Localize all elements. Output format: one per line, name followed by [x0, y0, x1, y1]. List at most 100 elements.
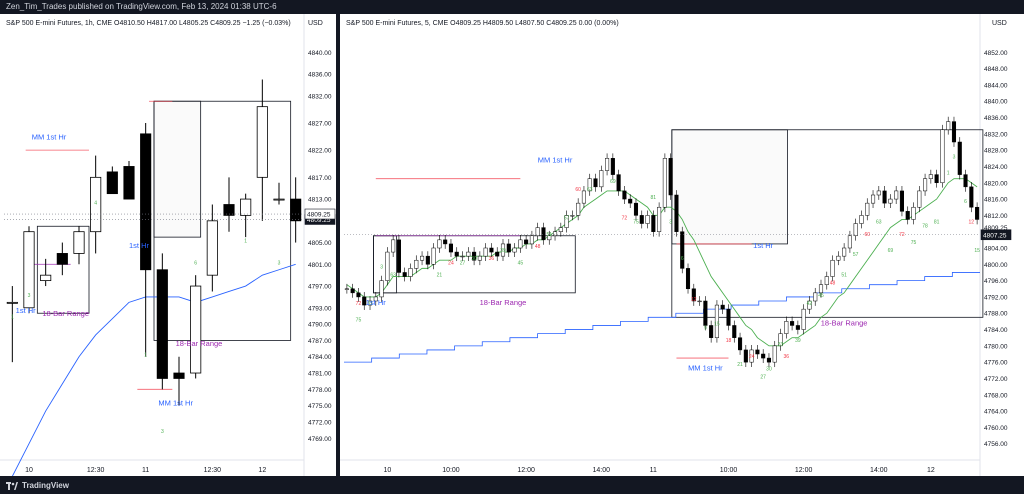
chart-5m-bar-count: 3: [669, 220, 672, 226]
chart-5m-candle-body: [882, 190, 887, 204]
chart-5m-candle-body: [732, 325, 737, 338]
chart-5m-candle-body: [356, 292, 361, 298]
chart-5m-candle-body: [969, 186, 974, 208]
chart-5m-candle-body: [680, 231, 685, 269]
chart-1h-xtick-label: 11: [142, 467, 149, 474]
chart-5m-ytick-label: 4824.00: [984, 164, 1008, 171]
chart-1h-candle-body: [56, 253, 68, 265]
chart-1h-price-tag-box: [304, 208, 336, 220]
chart-1h-ytick-label: 4793.00: [308, 305, 332, 312]
chart-5m-bar-count: 51: [841, 273, 847, 279]
chart-5m-candle-body: [385, 251, 390, 281]
chart-5m-candle-body: [495, 251, 500, 257]
chart-1h-ytick-label: 4781.00: [308, 371, 332, 378]
chart-5m-candle-body: [894, 190, 899, 200]
chart-1h-annotation-label: MM 1st Hr: [158, 399, 193, 408]
chart-1h-candle-body: [256, 106, 268, 178]
chart-5m-ytick-label: 4852.00: [984, 50, 1008, 57]
chart-5m-ytick-label: 4764.00: [984, 409, 1008, 416]
chart-5m-candle-body: [714, 304, 719, 338]
chart-5m-candle-body: [633, 202, 639, 216]
chart-5m-candle-body: [639, 215, 644, 224]
chart-5m-candle-body: [477, 255, 482, 261]
chart-1h-xtick-label: 12: [258, 467, 266, 474]
chart-5m-bar-count: 69: [610, 179, 616, 185]
chart-1h-candle-body: [140, 133, 152, 271]
chart-5m-xtick-label: 14:00: [593, 467, 611, 474]
chart-1h-candle-body: [223, 204, 235, 216]
chart-1h-ema-line: [11, 263, 296, 476]
chart-1h-bar-count: 1: [11, 315, 14, 321]
chart-5m-bar-count: 39: [500, 248, 506, 254]
chart-1h-candle-body: [106, 171, 118, 195]
chart-5m-ytick-label: 4804.00: [984, 246, 1008, 253]
chart-5m-xtick-label: 12:00: [517, 467, 535, 474]
chart-1h-ytick-label: 4787.00: [308, 338, 332, 345]
chart-5m-bar-count: 6: [964, 199, 967, 205]
chart-1h-ytick-label: 4790.00: [308, 322, 332, 329]
chart-1h-ytick-label: 4775.00: [308, 403, 332, 410]
chart-5m-xtick-label: 12: [927, 467, 935, 474]
chart-5m-candle-body: [847, 235, 852, 249]
chart-1h-candle-body: [6, 301, 18, 304]
chart-5m-range-box: [671, 129, 788, 245]
chart-5m-bar-count: 3: [953, 154, 956, 160]
chart-5m-bar-count: 27: [760, 374, 766, 380]
chart-1h-annotation-label: 1st Hr: [16, 306, 37, 315]
chart-1h-candle-body: [190, 285, 202, 374]
chart-5m-bar-count: 72: [622, 215, 628, 221]
chart-5m-bar-count: 24: [448, 260, 454, 266]
chart-5m-candle-body: [547, 235, 552, 241]
chart-5m-candle-body: [963, 174, 968, 188]
chart-1h-bar-count: 3: [161, 429, 164, 435]
chart-5m-bar-count: 6: [681, 256, 684, 262]
chart-1h-bar-count: 4: [94, 201, 97, 207]
chart-5m-ytick-label: 4780.00: [984, 343, 1008, 350]
chart-5m-bar-count: 81: [651, 195, 657, 201]
chart-5m-candle-body: [437, 239, 442, 249]
chart-5m-annotation-label: 18-Bar Range: [480, 298, 527, 307]
chart-1h-candle-body: [240, 198, 252, 216]
chart-5m-candle-body: [344, 288, 349, 290]
chart-5m-candle-body: [807, 300, 812, 310]
chart-1h-ytick-label: 4832.00: [308, 93, 332, 100]
chart-1h-range-box: [153, 100, 202, 238]
chart-5m-candle-body: [899, 190, 904, 212]
chart-1h-svg[interactable]: 4840.00 4836.00 4832.00 4827.00 4822.00 4817.…: [0, 14, 336, 476]
publisher-header: Zen_Tim_Trades published on TradingView.…: [0, 0, 1024, 14]
chart-1h-currency: USD: [308, 20, 323, 27]
chart-5m-candle-body: [483, 247, 488, 257]
chart-1h-ytick-label: 4836.00: [308, 72, 332, 79]
chart-5m-ytick-label: 4828.00: [984, 148, 1008, 155]
chart-5m-bar-count: 48: [535, 244, 541, 250]
chart-5m-bar-count: 57: [853, 252, 859, 258]
chart-1h-candle-body: [206, 220, 218, 276]
chart-5m-bar-count: 63: [587, 187, 593, 193]
footer-bar: TradingView: [0, 478, 1024, 494]
chart-5m-bar-count: 15: [714, 321, 720, 327]
chart-panel-5m[interactable]: 4852.00 4848.00 4844.00 4840.00 4836.00 4832.…: [340, 14, 1024, 476]
chart-1h-candle-body: [123, 166, 135, 200]
chart-5m-legend: S&P 500 E-mini Futures, 5, CME O4809.25 …: [346, 20, 619, 27]
chart-5m-candle-body: [830, 259, 835, 277]
chart-5m-candle-body: [853, 223, 858, 237]
chart-5m-annotation-label: MM 1st Hr: [688, 363, 723, 372]
chart-5m-bar-count: 39: [795, 338, 801, 344]
chart-panel-1h[interactable]: 4840.00 4836.00 4832.00 4827.00 4822.00 4817.…: [0, 14, 336, 476]
chart-5m-candle-body: [923, 178, 928, 192]
chart-5m-candle-body: [414, 259, 419, 269]
chart-5m-candle-body: [703, 300, 708, 326]
chart-5m-svg[interactable]: 4852.00 4848.00 4844.00 4840.00 4836.00 4832.…: [340, 14, 1024, 476]
chart-5m-candle-body: [772, 345, 777, 363]
chart-5m-candle-body: [454, 251, 459, 257]
chart-5m-bar-count: 30: [766, 366, 772, 372]
chart-5m-ytick-label: 4756.00: [984, 441, 1008, 448]
chart-1h-annotation-label: 1st Hr: [129, 241, 150, 250]
chart-5m-candle-body: [443, 239, 448, 245]
chart-5m-candle-body: [957, 141, 962, 175]
chart-5m-bar-count: 1: [947, 171, 950, 177]
chart-1h-range-box: [36, 225, 90, 314]
chart-5m-candle-body: [512, 247, 517, 253]
chart-5m-candle-body: [674, 194, 679, 232]
chart-1h-candle-body: [73, 231, 85, 254]
